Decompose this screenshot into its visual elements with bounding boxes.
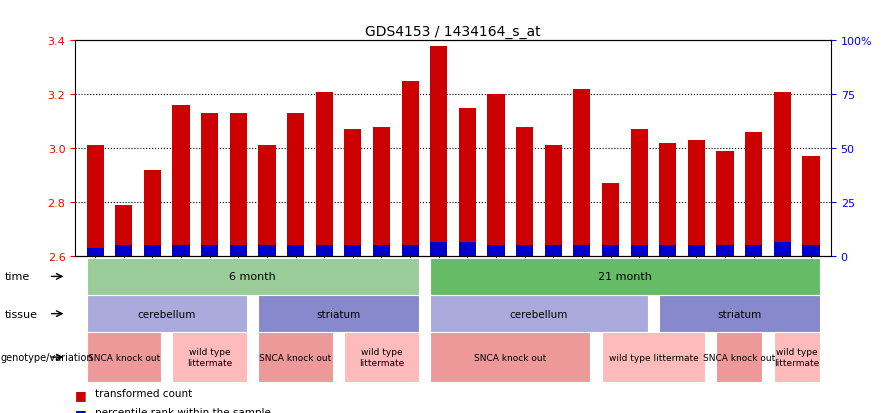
Bar: [344, 130, 362, 256]
Text: SNCA knock out: SNCA knock out: [703, 353, 775, 362]
Bar: [230, 114, 247, 256]
Bar: [602, 184, 619, 256]
Text: wild type
littermate: wild type littermate: [774, 348, 819, 367]
Bar: [602, 245, 619, 256]
Text: SNCA knock out: SNCA knock out: [88, 353, 160, 362]
Bar: [431, 243, 447, 256]
Bar: [659, 245, 676, 256]
Bar: [172, 106, 190, 256]
Bar: [373, 127, 390, 256]
Bar: [115, 245, 133, 256]
Text: cerebellum: cerebellum: [138, 309, 196, 319]
Text: wild type littermate: wild type littermate: [608, 353, 698, 362]
Bar: [574, 90, 591, 256]
Bar: [803, 245, 819, 256]
Bar: [172, 245, 190, 256]
Text: ■: ■: [75, 407, 87, 413]
Bar: [688, 245, 705, 256]
Bar: [401, 245, 419, 256]
Bar: [459, 109, 476, 256]
Bar: [373, 245, 390, 256]
Bar: [716, 245, 734, 256]
Text: percentile rank within the sample: percentile rank within the sample: [95, 407, 271, 413]
Bar: [202, 114, 218, 256]
Bar: [630, 245, 648, 256]
Bar: [258, 245, 276, 256]
Text: genotype/variation: genotype/variation: [1, 352, 94, 362]
Bar: [574, 245, 591, 256]
Bar: [516, 245, 533, 256]
Text: SNCA knock out: SNCA knock out: [260, 353, 332, 362]
Text: SNCA knock out: SNCA knock out: [474, 353, 546, 362]
Bar: [516, 127, 533, 256]
Bar: [487, 245, 505, 256]
Text: time: time: [4, 272, 30, 282]
Text: ■: ■: [75, 388, 87, 401]
Bar: [431, 47, 447, 256]
Text: 6 month: 6 month: [229, 272, 276, 282]
Text: striatum: striatum: [717, 309, 761, 319]
Bar: [202, 245, 218, 256]
Bar: [258, 146, 276, 256]
Bar: [659, 143, 676, 256]
Bar: [144, 245, 161, 256]
Bar: [287, 114, 304, 256]
Bar: [144, 170, 161, 256]
Bar: [745, 245, 762, 256]
Bar: [316, 245, 332, 256]
Bar: [803, 157, 819, 256]
Bar: [630, 130, 648, 256]
Bar: [87, 248, 103, 256]
Bar: [459, 243, 476, 256]
Bar: [545, 146, 562, 256]
Bar: [774, 243, 791, 256]
Bar: [487, 95, 505, 256]
Bar: [745, 133, 762, 256]
Bar: [545, 245, 562, 256]
Bar: [115, 205, 133, 256]
Bar: [716, 152, 734, 256]
Bar: [688, 141, 705, 256]
Text: transformed count: transformed count: [95, 388, 192, 398]
Bar: [774, 93, 791, 256]
Text: cerebellum: cerebellum: [510, 309, 568, 319]
Title: GDS4153 / 1434164_s_at: GDS4153 / 1434164_s_at: [365, 25, 541, 39]
Bar: [287, 245, 304, 256]
Bar: [316, 93, 332, 256]
Bar: [87, 146, 103, 256]
Text: wild type
littermate: wild type littermate: [359, 348, 404, 367]
Bar: [401, 82, 419, 256]
Text: striatum: striatum: [316, 309, 361, 319]
Text: tissue: tissue: [4, 309, 37, 319]
Text: wild type
littermate: wild type littermate: [187, 348, 232, 367]
Text: 21 month: 21 month: [598, 272, 652, 282]
Bar: [230, 245, 247, 256]
Bar: [344, 245, 362, 256]
